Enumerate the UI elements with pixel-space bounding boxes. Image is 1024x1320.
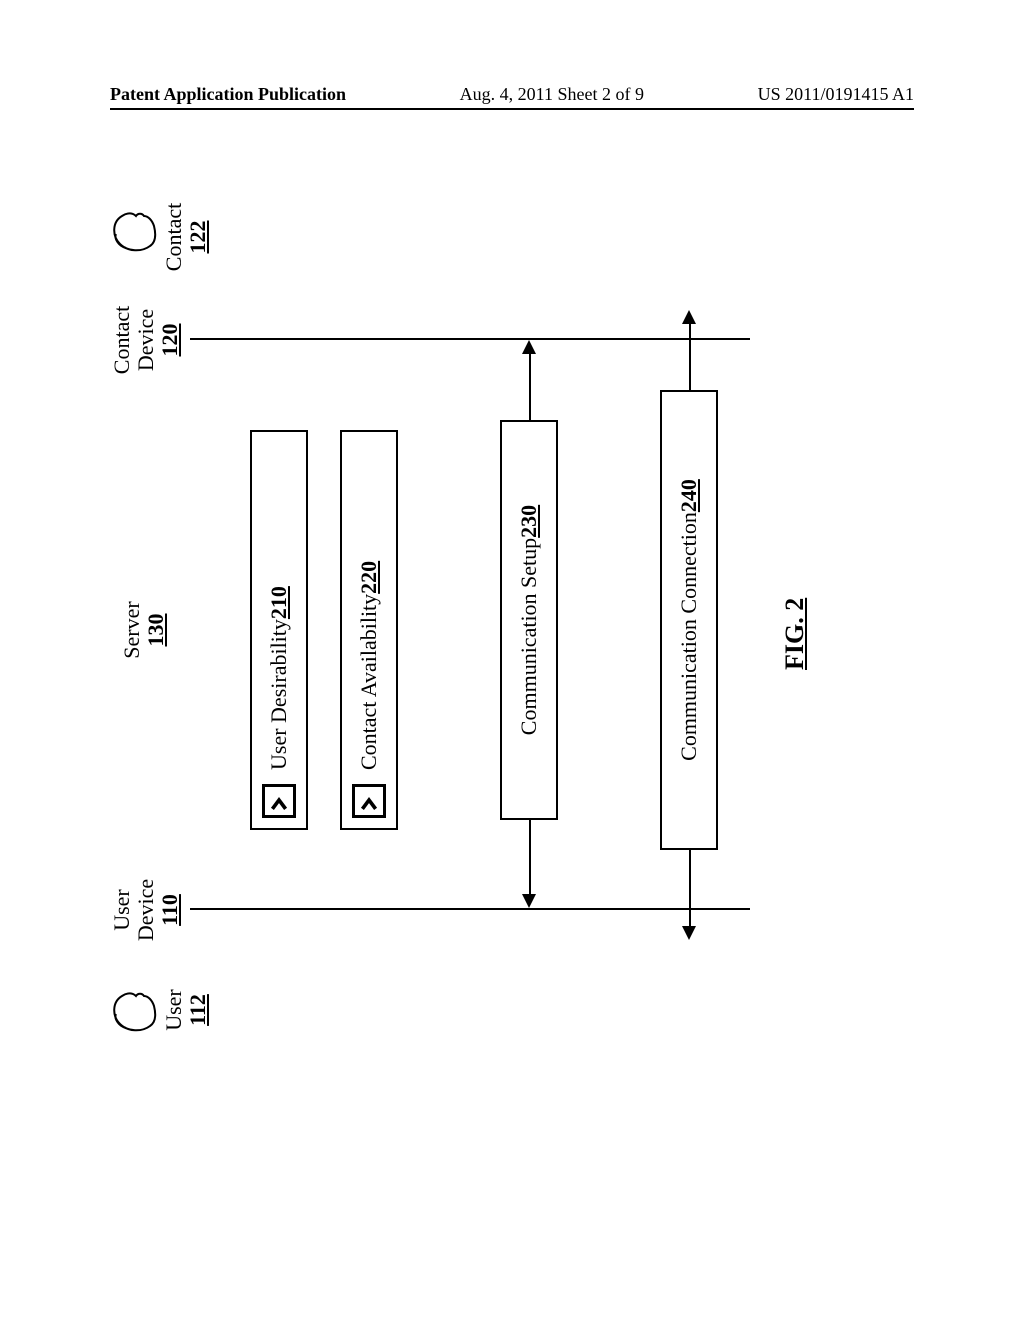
actor-server: Server 130 (120, 590, 168, 670)
arrowhead-conn-right (682, 310, 696, 324)
actor-server-label: Server (120, 590, 144, 670)
actor-server-num: 130 (144, 590, 168, 670)
actor-user-device-label: User Device (110, 870, 158, 950)
actor-contact-device: Contact Device 120 (110, 300, 183, 380)
actor-user-label: User (162, 980, 186, 1040)
msg-contact-availability: Contact Availability 220 (340, 430, 398, 830)
msg-communication-connection-label: Communication Connection (676, 512, 702, 761)
actor-contact-label: Contact (162, 202, 186, 272)
msg-user-desirability: User Desirability 210 (250, 430, 308, 830)
arrow-conn-right (689, 324, 691, 390)
arrowhead-setup-right (522, 340, 536, 354)
msg-communication-setup-num: 230 (516, 505, 542, 538)
page: Patent Application Publication Aug. 4, 2… (0, 0, 1024, 1320)
user-head-icon (106, 986, 160, 1040)
check-chevron-icon (352, 784, 386, 818)
contact-head-icon (106, 206, 160, 260)
msg-communication-setup-label: Communication Setup (516, 538, 542, 735)
lifeline-contact-device (190, 338, 750, 340)
page-header: Patent Application Publication Aug. 4, 2… (110, 84, 914, 110)
msg-communication-connection-num: 240 (676, 479, 702, 512)
msg-user-desirability-num: 210 (266, 586, 292, 619)
actor-user-device: User Device 110 (110, 870, 183, 950)
actor-contact-device-num: 120 (158, 300, 182, 380)
figure-2-diagram: User 112 User Device 110 Server 130 Cont… (100, 180, 850, 1080)
actor-contact-num: 122 (186, 202, 210, 272)
actor-user-device-num: 110 (158, 870, 182, 950)
msg-communication-setup: Communication Setup 230 (500, 420, 558, 820)
arrow-setup-to-contact-device (529, 354, 531, 420)
msg-user-desirability-label: User Desirability (266, 619, 292, 770)
msg-communication-connection: Communication Connection 240 (660, 390, 718, 850)
header-left: Patent Application Publication (110, 84, 346, 105)
arrowhead-conn-left (682, 926, 696, 940)
lifeline-user-device (190, 908, 750, 910)
arrow-conn-left (689, 850, 691, 926)
actor-contact-device-label: Contact Device (110, 300, 158, 380)
figure-label: FIG. 2 (780, 598, 810, 670)
header-right: US 2011/0191415 A1 (758, 84, 914, 105)
diagram-canvas: User 112 User Device 110 Server 130 Cont… (100, 180, 850, 1080)
header-mid: Aug. 4, 2011 Sheet 2 of 9 (460, 84, 644, 105)
msg-contact-availability-label: Contact Availability (356, 594, 382, 770)
actor-contact: Contact 122 (162, 202, 210, 272)
arrowhead-setup-left (522, 894, 536, 908)
actor-user: User 112 (162, 980, 210, 1040)
check-chevron-icon (262, 784, 296, 818)
actor-user-num: 112 (186, 980, 210, 1040)
msg-contact-availability-num: 220 (356, 561, 382, 594)
arrow-setup-to-user-device (529, 820, 531, 894)
